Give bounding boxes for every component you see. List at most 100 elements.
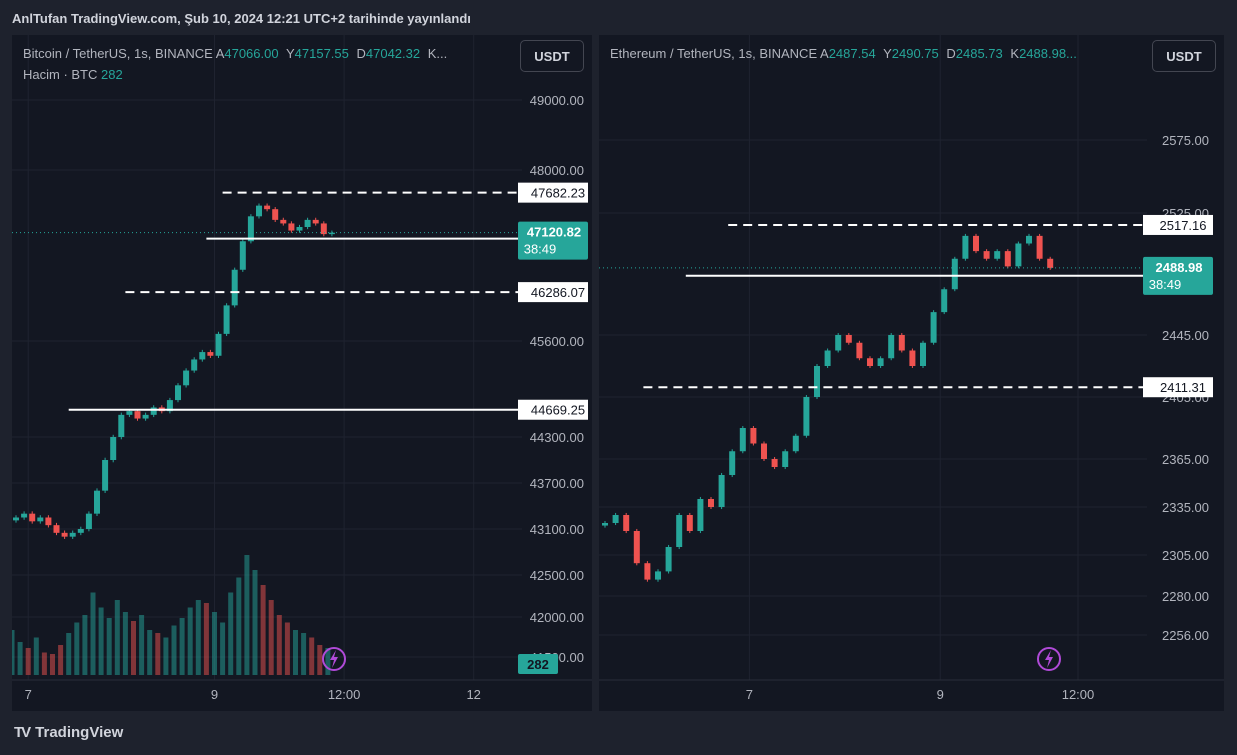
ohlc-value: 2487.54 — [828, 46, 876, 61]
eth-legend: Ethereum / TetherUS, 1s, BINANCE A2487.5… — [610, 46, 1081, 61]
candle-body — [53, 525, 60, 533]
btc-ohlc: A47066.00 Y47157.55 D47042.32 K... — [216, 46, 452, 61]
candle-body — [1047, 258, 1054, 268]
volume-bar — [106, 618, 112, 675]
time-axis-tick: 12:00 — [1062, 687, 1095, 702]
btc-chart-pane[interactable]: 49000.00 48000.00 45600.00 44300.00 43700.00… — [12, 35, 592, 711]
level-label: 46286.07 — [531, 285, 585, 300]
ohlc-key: D — [942, 46, 956, 61]
price-axis-tick: 43700.00 — [530, 476, 584, 491]
candle-body — [994, 251, 1001, 259]
footer-brand[interactable]: TV TradingView — [14, 724, 123, 741]
candle-body — [697, 499, 704, 531]
ohlc-key: A — [820, 46, 829, 61]
time-axis-tick: 7 — [25, 687, 32, 702]
eth-symbol-title[interactable]: Ethereum / TetherUS, 1s, BINANCE — [610, 46, 818, 61]
eth-currency-button[interactable]: USDT — [1152, 40, 1216, 72]
level-label-bg — [518, 182, 588, 203]
candle-body — [771, 459, 778, 467]
candle-body — [296, 227, 303, 231]
volume-bar — [74, 622, 80, 675]
price-axis-tick: 43100.00 — [530, 522, 584, 537]
candle-body — [312, 219, 319, 224]
candle-body — [835, 335, 842, 351]
candle-body — [612, 515, 619, 523]
volume-label: Hacim · BTC — [23, 67, 98, 82]
lightning-icon[interactable] — [322, 647, 346, 671]
ohlc-key: D — [352, 46, 366, 61]
volume-bar — [276, 615, 282, 675]
volume-bar — [163, 637, 169, 675]
time-axis-tick: 9 — [211, 687, 218, 702]
ohlc-key: Y — [282, 46, 295, 61]
eth-chart-pane[interactable]: 2575.00 2525.00 2445.00 2405.00 2365.00 2335.… — [599, 35, 1224, 711]
volume-bar — [17, 642, 23, 675]
eth-chart[interactable]: 2575.002525.002445.002405.002365.002335.… — [599, 35, 1224, 711]
volume-bar — [139, 615, 145, 675]
candle-body — [13, 517, 19, 521]
volume-bar — [260, 585, 266, 675]
candle-body — [61, 532, 68, 537]
btc-symbol-title[interactable]: Bitcoin / TetherUS, 1s, BINANCE — [23, 46, 213, 61]
volume-bar — [50, 654, 55, 675]
volume-bar — [58, 645, 64, 675]
candle-body — [920, 342, 926, 366]
volume-bar — [98, 607, 104, 675]
volume-bar — [179, 618, 185, 675]
candle-body — [718, 475, 725, 507]
candle-body — [962, 235, 969, 259]
candle-body — [983, 251, 990, 259]
lightning-icon[interactable] — [1037, 647, 1061, 671]
candle-body — [166, 400, 173, 412]
btc-currency-button[interactable]: USDT — [520, 40, 584, 72]
volume-bar — [147, 630, 153, 675]
footer-brand-label: TradingView — [35, 724, 124, 741]
candle-body — [655, 571, 661, 580]
last-price-label: 2488.98 — [1156, 260, 1203, 275]
candle-body — [280, 219, 287, 224]
last-price-badge — [1143, 256, 1213, 295]
candle-body — [792, 435, 799, 452]
volume-bar — [187, 607, 193, 675]
candle-body — [909, 350, 916, 366]
candle-body — [898, 335, 905, 351]
last-price-badge — [518, 221, 588, 260]
candle-body — [930, 312, 937, 343]
tradingview-logo-icon: TV — [14, 724, 31, 741]
candle-body — [191, 359, 198, 371]
candle-body — [110, 437, 117, 460]
ohlc-value: 47042.32 — [365, 46, 421, 61]
candle-body — [633, 531, 640, 564]
level-label: 47682.23 — [531, 186, 585, 201]
level-label: 2517.16 — [1160, 218, 1207, 233]
candle-body — [199, 352, 206, 360]
ohlc-key: K — [1006, 46, 1020, 61]
price-axis-tick: 2256.00 — [1162, 628, 1209, 643]
candle-body — [85, 513, 92, 529]
volume-bar — [82, 615, 88, 675]
candle-body — [824, 350, 831, 366]
level-label-bg — [1143, 377, 1213, 398]
candle-body — [1026, 235, 1032, 244]
candle-body — [1015, 243, 1022, 267]
volume-bar — [317, 645, 323, 675]
btc-volume-legend: Hacim · BTC 282 — [23, 67, 123, 82]
candle-body — [951, 258, 958, 290]
price-axis-tick: 2575.00 — [1162, 133, 1209, 148]
ohlc-value: 2488.98... — [1019, 46, 1077, 61]
price-axis-tick: 2365.00 — [1162, 452, 1209, 467]
volume-bar — [25, 648, 31, 675]
time-axis-tick: 9 — [937, 687, 944, 702]
volume-bar — [90, 592, 96, 675]
candle-body — [142, 414, 149, 419]
candle-body — [37, 517, 44, 522]
volume-bar — [301, 633, 307, 675]
volume-bar — [293, 630, 298, 675]
candle-body — [45, 517, 52, 526]
publish-caption: AnlTufan TradingView.com, Şub 10, 2024 1… — [12, 11, 471, 26]
btc-chart[interactable]: 49000.00 48000.00 45600.00 44300.00 43700.00… — [12, 35, 592, 711]
candle-body — [867, 358, 873, 366]
price-axis-tick: 48000.00 — [530, 163, 584, 178]
candle-body — [845, 335, 852, 343]
candle-body — [708, 499, 714, 507]
